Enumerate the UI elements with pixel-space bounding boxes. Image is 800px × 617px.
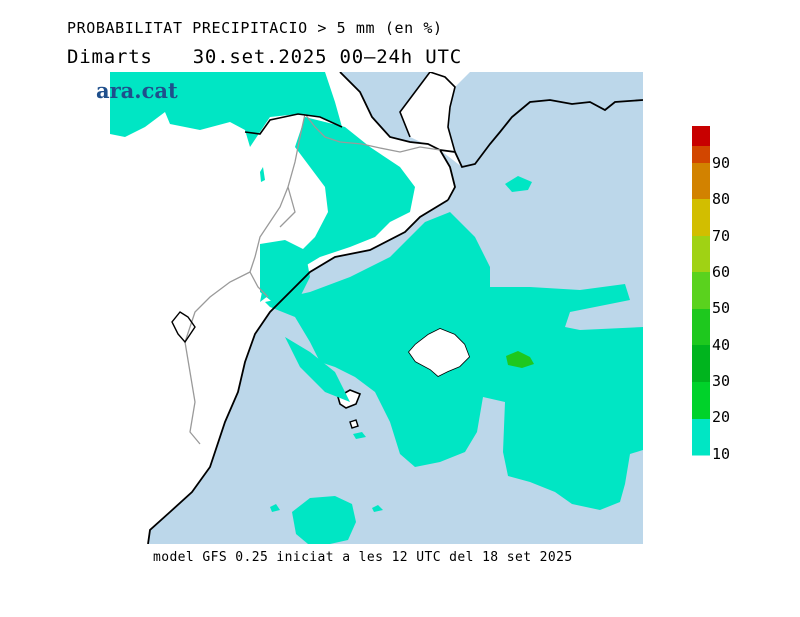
forecast-day: Dimarts — [67, 46, 153, 68]
national-border — [399, 72, 456, 153]
precipitation-map — [110, 72, 643, 544]
legend-label-70: 70 — [712, 227, 731, 245]
legend-swatch-80 — [692, 163, 710, 199]
legend-label-50: 50 — [712, 299, 731, 317]
island-formentera — [349, 419, 359, 429]
ara-cat-logo: ara.cat — [96, 78, 178, 103]
legend-swatch-20 — [692, 382, 710, 419]
regional-borders — [184, 113, 441, 445]
legend-swatch-30 — [692, 345, 710, 382]
model-info: model GFS 0.25 iniciat a les 12 UTC del … — [153, 550, 573, 565]
land-outline-west — [244, 113, 343, 135]
legend-colorbar — [692, 126, 710, 456]
forecast-period: Dimarts 30.set.2025 00–24h UTC — [67, 46, 462, 68]
legend-label-60: 60 — [712, 263, 731, 281]
legend-label-90: 90 — [712, 154, 731, 172]
legend-label-40: 40 — [712, 336, 731, 354]
legend-label-80: 80 — [712, 190, 731, 208]
legend-swatch-10 — [692, 419, 710, 456]
legend-swatch-70 — [692, 199, 710, 236]
legend-label-20: 20 — [712, 408, 731, 426]
precip-40-area — [506, 351, 534, 368]
chart-title: PROBABILITAT PRECIPITACIO > 5 mm (en %) — [67, 19, 443, 37]
legend-swatch-50 — [692, 272, 710, 309]
precip-10-area — [110, 72, 643, 544]
legend-swatch-60 — [692, 236, 710, 272]
legend-label-30: 30 — [712, 372, 731, 390]
legend-label-10: 10 — [712, 445, 731, 463]
legend-swatch-top — [692, 126, 710, 146]
coastline — [147, 72, 643, 544]
legend-swatch-40 — [692, 309, 710, 345]
map-frame-left — [171, 311, 196, 344]
forecast-date-range: 30.set.2025 00–24h UTC — [192, 46, 462, 68]
